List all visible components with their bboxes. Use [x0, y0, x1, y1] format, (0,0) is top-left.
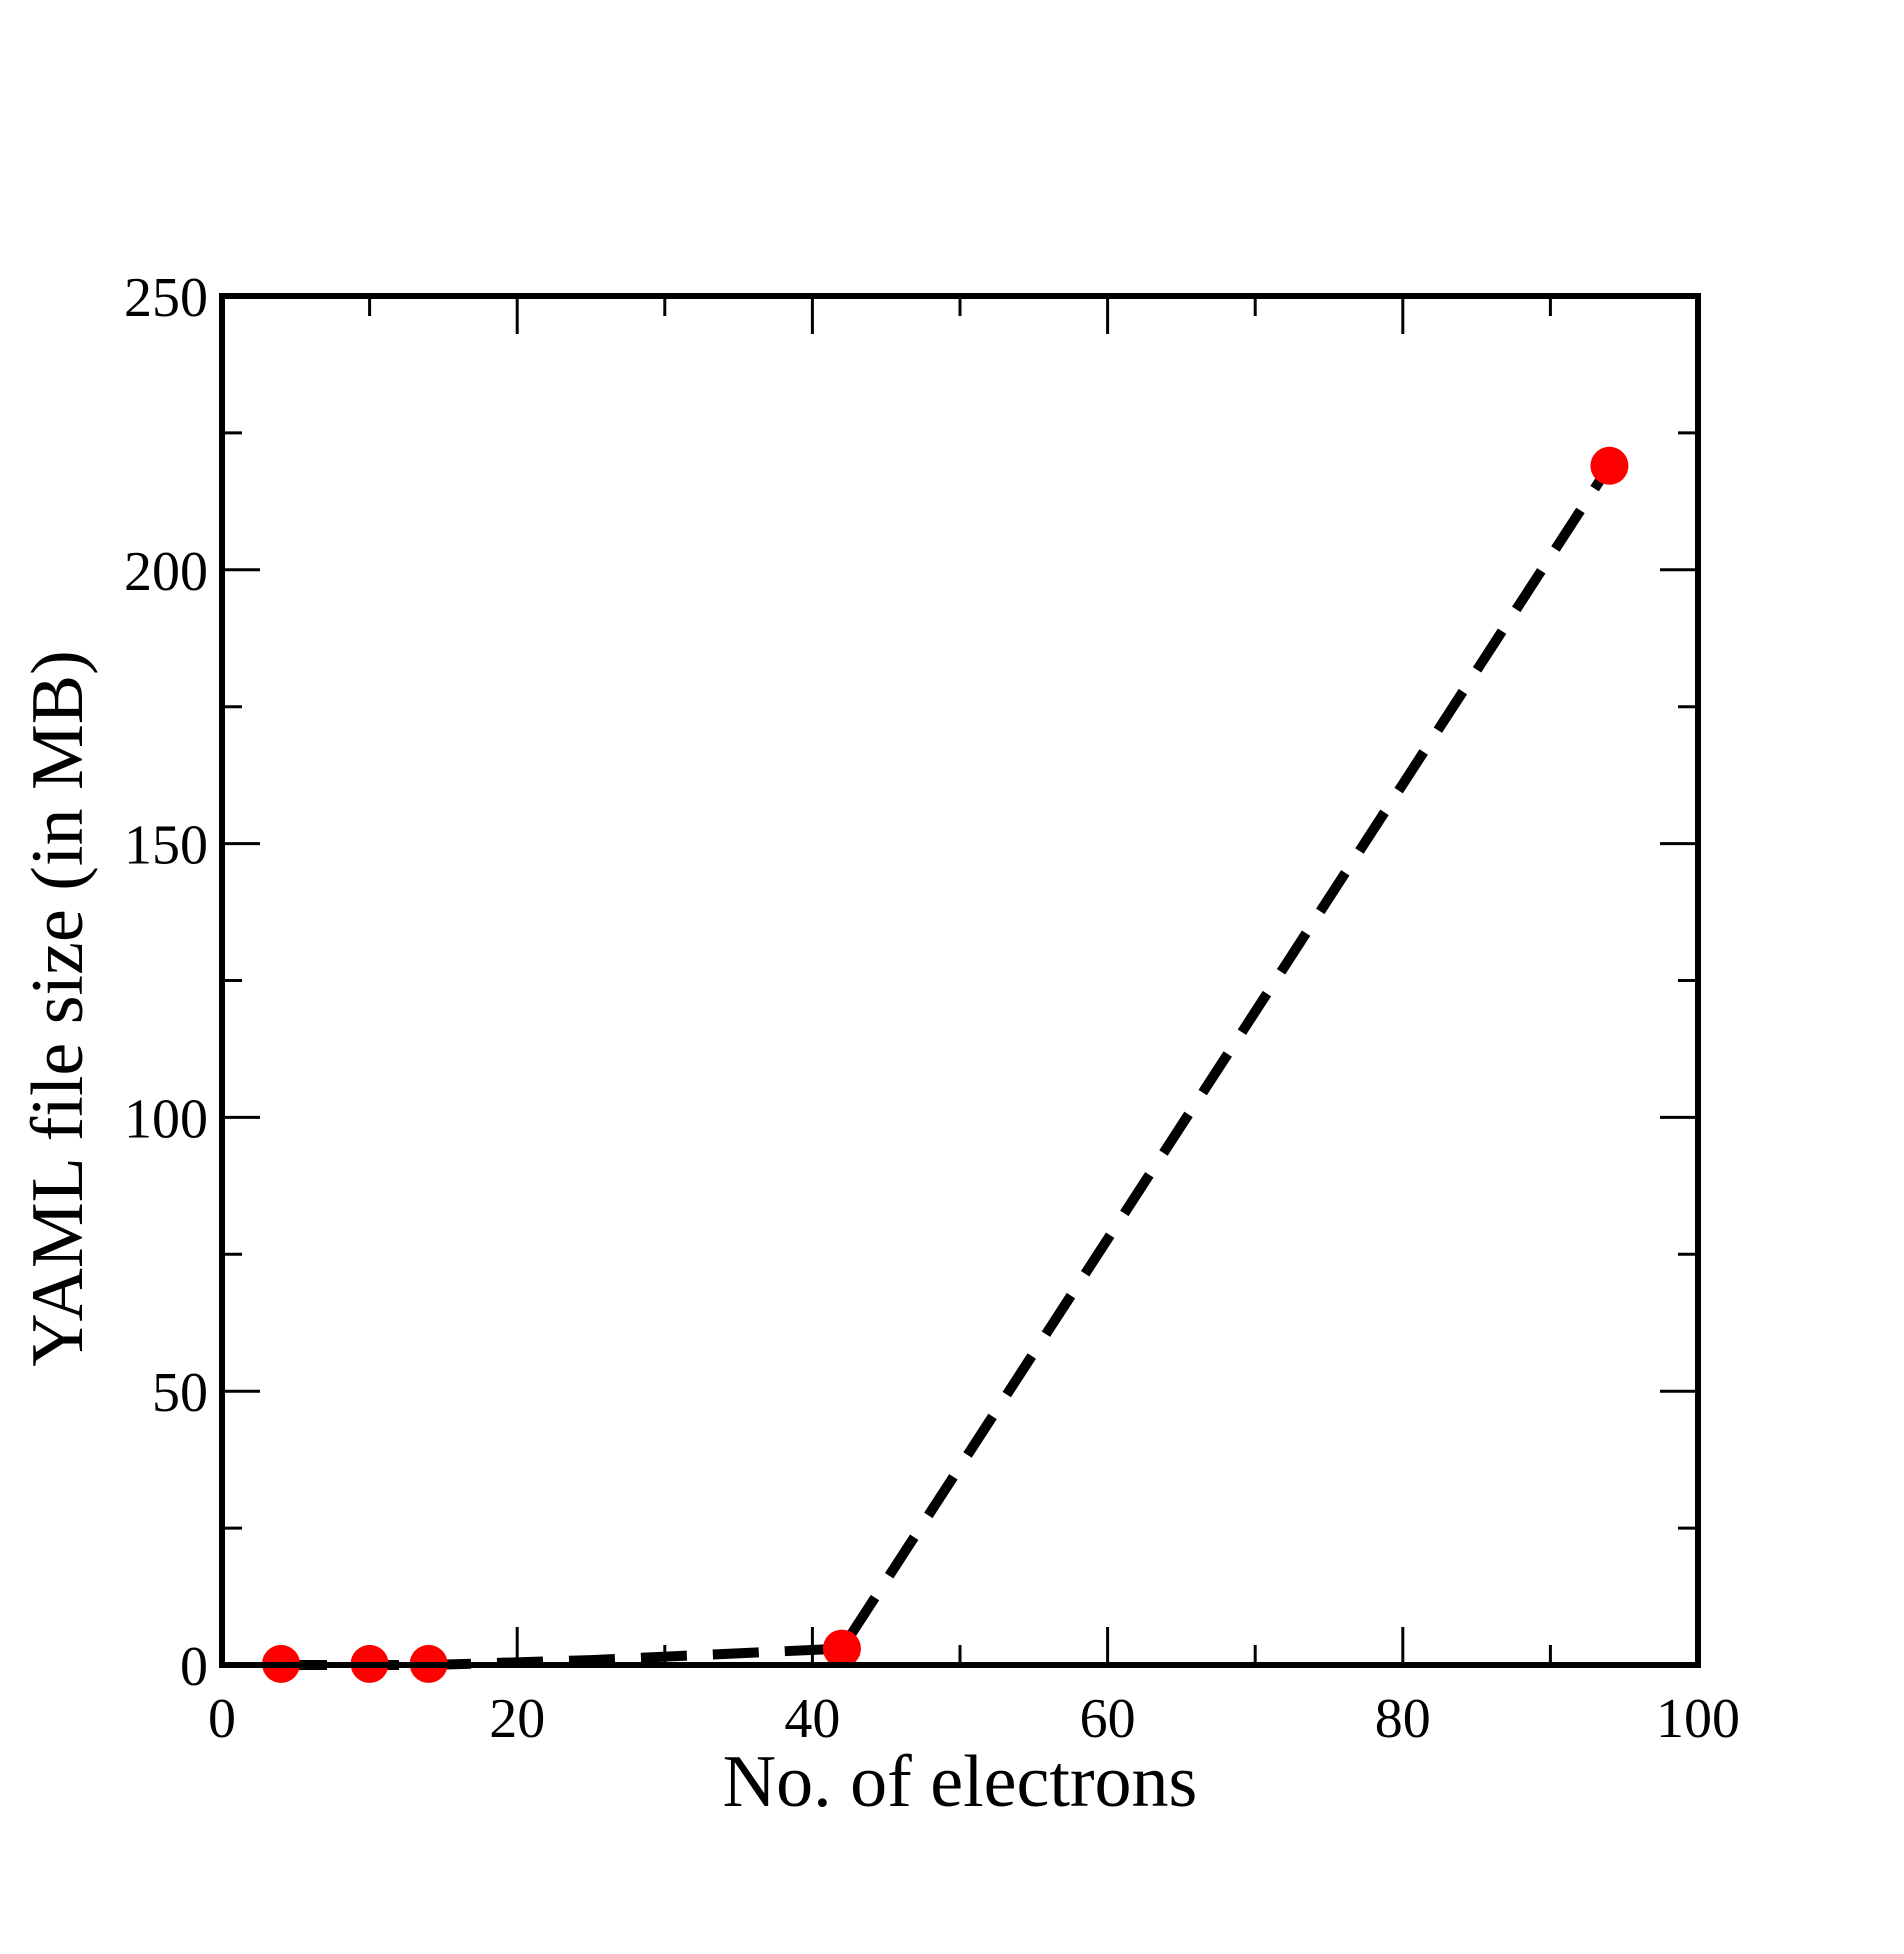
x-tick-label: 0 — [208, 1688, 236, 1750]
minor-ticks — [222, 296, 1698, 1665]
x-tick-label: 80 — [1375, 1688, 1431, 1750]
y-tick-label: 150 — [124, 815, 208, 877]
data-point — [822, 1629, 861, 1668]
x-tick-label: 100 — [1656, 1688, 1740, 1750]
x-tick-labels: 0 20 40 60 80 100 — [208, 1688, 1740, 1750]
data-point — [1590, 446, 1629, 485]
y-axis-label: YAML file size (in MB) — [17, 650, 99, 1367]
dashed-fit-line — [281, 463, 1614, 1670]
y-tick-label: 200 — [124, 541, 208, 603]
y-tick-labels: 0 50 100 150 200 250 — [124, 267, 208, 1698]
x-axis-label: No. of electrons — [723, 1741, 1198, 1823]
plot-frame — [219, 293, 1701, 1668]
y-tick-label: 100 — [124, 1088, 208, 1150]
x-tick-label: 20 — [489, 1688, 545, 1750]
major-ticks — [220, 294, 1700, 1667]
y-tick-label: 0 — [180, 1636, 208, 1698]
x-tick-label: 60 — [1080, 1688, 1136, 1750]
y-tick-label: 250 — [124, 267, 208, 329]
y-tick-label: 50 — [152, 1362, 208, 1424]
fit-line-layer — [281, 463, 1614, 1670]
x-tick-label: 40 — [784, 1688, 840, 1750]
